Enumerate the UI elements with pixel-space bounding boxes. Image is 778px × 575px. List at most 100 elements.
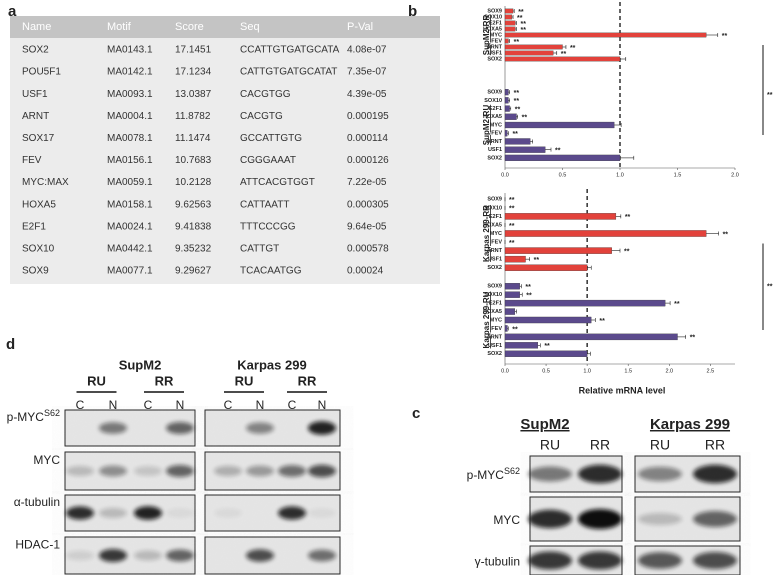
- table-cell: CATTGT: [240, 244, 279, 255]
- condition-label: RU: [235, 373, 254, 388]
- category-label: SOX10: [484, 14, 502, 20]
- table-cell: TCACAATGG: [240, 266, 302, 277]
- blot-band: [166, 549, 194, 562]
- category-label: HOXA5: [483, 26, 502, 32]
- blot-band: [693, 552, 737, 569]
- x-tick-label: 2.0: [731, 172, 739, 178]
- blot-band: [528, 509, 572, 529]
- bar: [504, 26, 516, 32]
- bar: [504, 299, 666, 307]
- label-main: MYC: [493, 513, 520, 527]
- cell-line-label: Karpas 299: [237, 357, 306, 372]
- blot-band: [134, 506, 162, 520]
- table-cell: 4.39e-05: [347, 89, 387, 100]
- table-cell: TTTCCCGG: [240, 221, 296, 232]
- table-cell: 13.0387: [175, 89, 212, 100]
- x-tick-label: 1.5: [624, 368, 632, 374]
- table-cell: 10.2128: [175, 177, 212, 188]
- blot-row-label: γ-tubulin: [475, 555, 520, 569]
- table-cell: 10.7683: [175, 155, 212, 166]
- category-label: SOX2: [487, 56, 502, 62]
- significance-label: **: [512, 131, 518, 138]
- blot-band: [134, 550, 162, 561]
- table-cell: E2F1: [22, 221, 46, 232]
- category-label: SOX9: [487, 197, 502, 203]
- category-label: SOX2: [487, 265, 502, 271]
- table-cell: CATTAATT: [240, 199, 289, 210]
- table-cell: 0.000305: [347, 199, 389, 210]
- table-cell: 0.000126: [347, 155, 389, 166]
- category-label: ARNT: [487, 248, 503, 254]
- significance-label: **: [521, 21, 527, 28]
- fraction-label: N: [256, 398, 265, 412]
- table-cell: MA0024.1: [107, 221, 153, 232]
- category-label: FEV: [491, 326, 502, 332]
- category-label: ARNT: [487, 139, 503, 145]
- x-tick-label: 1.0: [583, 368, 591, 374]
- blot-band: [638, 513, 682, 525]
- category-label: E2F1: [489, 106, 502, 112]
- bar: [504, 20, 516, 26]
- bar: [504, 316, 592, 324]
- category-label: E2F1: [489, 214, 502, 220]
- table-cell: SOX2: [22, 45, 49, 56]
- table-cell: 9.29627: [175, 266, 212, 277]
- table-cell: CATTGTGATGCATAT: [240, 67, 337, 78]
- category-label: SOX10: [484, 205, 502, 211]
- panel-label: a: [8, 3, 17, 20]
- condition-label: RU: [87, 373, 106, 388]
- category-label: SOX9: [487, 284, 502, 290]
- group-label: SupM2-RU: [482, 105, 491, 146]
- x-tick-label: 1.5: [674, 172, 682, 178]
- label-main: p-MYC: [467, 468, 505, 482]
- label-sup: S62: [504, 466, 520, 476]
- significance-label: **: [517, 15, 523, 22]
- bar: [504, 105, 510, 112]
- table-cell: HOXA5: [22, 199, 56, 210]
- category-label: E2F1: [489, 301, 502, 307]
- column-header: Motif: [107, 21, 132, 33]
- category-label: MYC: [490, 32, 502, 38]
- table-cell: CCATTGTGATGCATA: [240, 45, 340, 56]
- blot-band: [578, 551, 622, 570]
- column-header: P-Val: [347, 21, 373, 33]
- table-cell: CACGTG: [240, 111, 283, 122]
- table-cell: 0.000195: [347, 111, 389, 122]
- bar: [504, 255, 526, 263]
- blot-band: [246, 465, 274, 477]
- label-main: α-tubulin: [14, 495, 60, 509]
- significance-label: **: [599, 318, 605, 325]
- table-cell: MA0004.1: [107, 111, 153, 122]
- category-label: USF1: [488, 50, 502, 56]
- category-label: SOX10: [484, 98, 502, 104]
- table-cell: CACGTGG: [240, 89, 291, 100]
- category-label: E2F1: [489, 20, 502, 26]
- significance-label: **: [534, 257, 540, 264]
- bar: [504, 130, 508, 137]
- bar: [504, 113, 517, 120]
- blot-band: [99, 508, 127, 518]
- significance-label: **: [525, 284, 531, 291]
- fraction-label: N: [176, 398, 185, 412]
- panel-label: c: [412, 405, 420, 422]
- significance-label: **: [522, 115, 528, 122]
- blot-band: [214, 465, 242, 477]
- bar: [504, 291, 520, 298]
- blot-band: [278, 465, 306, 477]
- blot-band: [134, 466, 162, 476]
- bar: [504, 213, 617, 220]
- table-cell: MYC:MAX: [22, 177, 69, 188]
- table-cell: 9.62563: [175, 199, 212, 210]
- table-cell: MA0077.1: [107, 266, 153, 277]
- significance-label: **: [561, 51, 567, 58]
- blot-band: [66, 506, 94, 520]
- category-label: ARNT: [487, 44, 503, 50]
- significance-label: **: [722, 33, 728, 40]
- panel-label: d: [6, 336, 15, 353]
- bar: [504, 14, 513, 20]
- x-tick-label: 0.5: [542, 368, 550, 374]
- blot-band: [528, 551, 572, 570]
- category-label: USF1: [488, 147, 502, 153]
- significance-label: **: [518, 9, 524, 16]
